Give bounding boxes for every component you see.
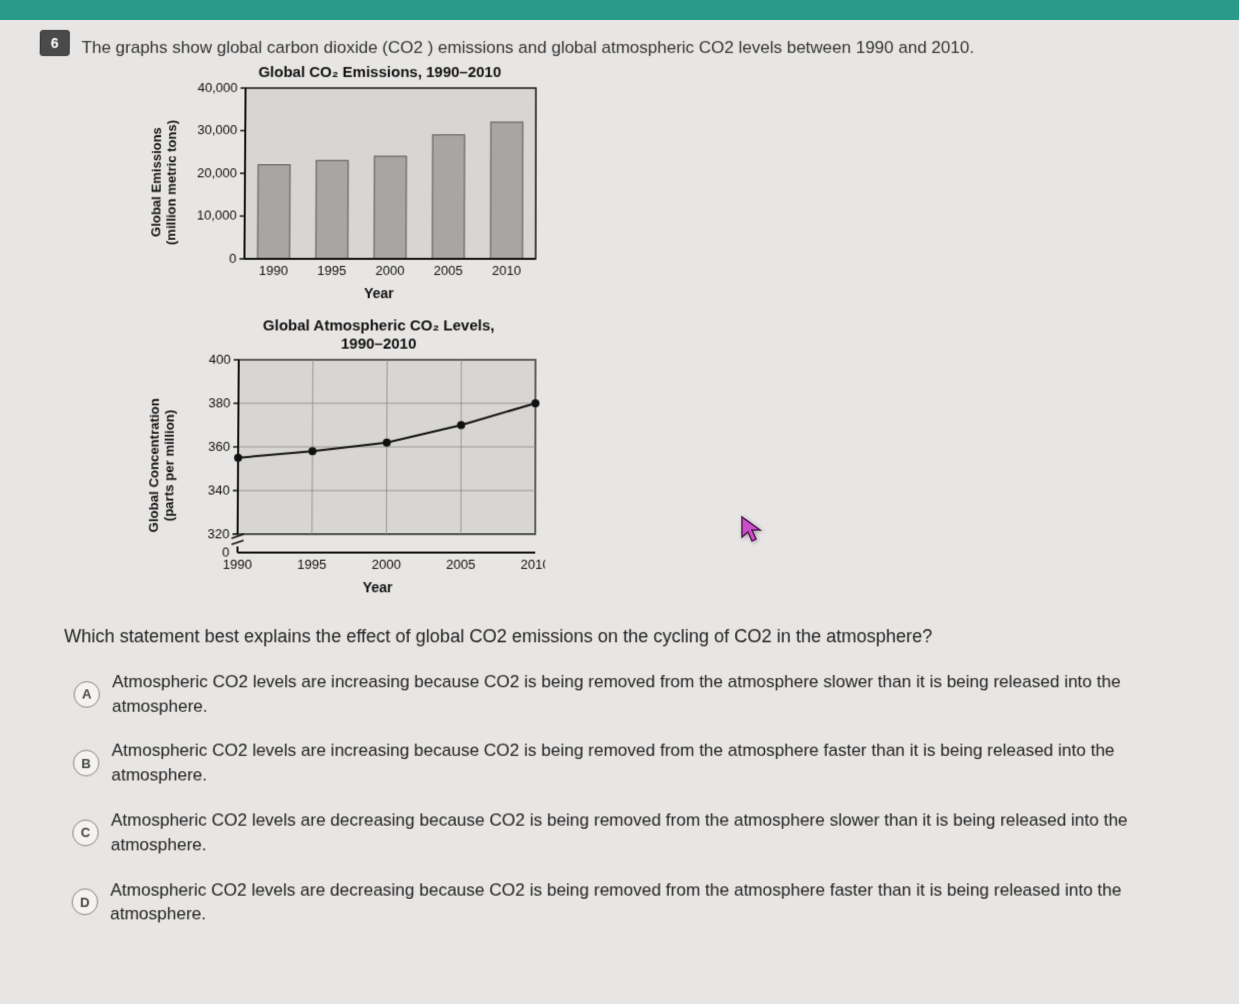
svg-text:1995: 1995 — [297, 556, 326, 571]
svg-text:30,000: 30,000 — [197, 122, 237, 137]
question-header: 6 The graphs show global carbon dioxide … — [40, 30, 1200, 60]
svg-text:360: 360 — [208, 439, 230, 454]
svg-text:2000: 2000 — [375, 263, 404, 278]
svg-text:0: 0 — [229, 251, 236, 266]
question-prompt: Which statement best explains the effect… — [64, 626, 1205, 647]
answer-options: A Atmospheric CO2 levels are increasing b… — [71, 670, 1208, 927]
svg-text:0: 0 — [222, 544, 229, 559]
bar-chart-title: Global CO₂ Emissions, 1990–2010 — [210, 64, 550, 82]
svg-text:400: 400 — [209, 354, 231, 367]
answer-option-d[interactable]: D Atmospheric CO2 levels are decreasing b… — [71, 878, 1208, 927]
line-chart-block: Global Atmospheric CO₂ Levels, 1990–2010… — [145, 317, 1205, 595]
svg-text:1990: 1990 — [259, 263, 288, 278]
line-chart-title: Global Atmospheric CO₂ Levels, 1990–2010 — [208, 317, 550, 353]
option-text: Atmospheric CO2 levels are increasing be… — [112, 670, 1206, 719]
bar-chart-block: Global CO₂ Emissions, 1990–2010 Global E… — [148, 64, 1202, 301]
option-letter: A — [74, 681, 101, 708]
svg-text:2005: 2005 — [446, 556, 475, 571]
svg-text:320: 320 — [208, 526, 230, 541]
option-text: Atmospheric CO2 levels are decreasing be… — [110, 878, 1208, 927]
line-chart-ylabel: Global Concentration (parts per million) — [146, 398, 177, 532]
charts-container: Global CO₂ Emissions, 1990–2010 Global E… — [145, 64, 1205, 595]
question-intro-text: The graphs show global carbon dioxide (C… — [81, 30, 974, 60]
svg-text:10,000: 10,000 — [197, 208, 237, 223]
answer-option-a[interactable]: A Atmospheric CO2 levels are increasing b… — [73, 670, 1206, 719]
option-letter: D — [72, 889, 99, 916]
svg-text:1995: 1995 — [317, 263, 346, 278]
svg-text:2000: 2000 — [372, 556, 401, 571]
svg-text:2005: 2005 — [434, 263, 463, 278]
question-number-badge: 6 — [40, 30, 70, 56]
app-topbar — [0, 0, 1239, 20]
bar-chart-svg: 0 10,000 20,000 30,000 40,000 1990 1995 2000 200… — [184, 82, 546, 283]
svg-text:2010: 2010 — [492, 263, 521, 278]
line-chart-svg: 320340360380400199019952000200520100 — [182, 354, 546, 577]
svg-text:40,000: 40,000 — [198, 82, 238, 95]
line-chart-xlabel: Year — [226, 579, 529, 595]
option-letter: C — [72, 819, 99, 846]
option-text: Atmospheric CO2 levels are increasing be… — [111, 739, 1206, 788]
svg-text:20,000: 20,000 — [197, 165, 237, 180]
svg-text:2010: 2010 — [521, 556, 546, 571]
bar-chart-ylabel: Global Emissions (million metric tons) — [148, 120, 179, 245]
svg-text:340: 340 — [208, 482, 230, 497]
question-page: 6 The graphs show global carbon dioxide … — [0, 20, 1239, 968]
bar-chart-xlabel: Year — [228, 285, 529, 301]
svg-text:380: 380 — [209, 395, 231, 410]
answer-option-b[interactable]: B Atmospheric CO2 levels are increasing b… — [73, 739, 1207, 788]
answer-option-c[interactable]: C Atmospheric CO2 levels are decreasing b… — [72, 808, 1207, 857]
option-letter: B — [73, 750, 100, 777]
option-text: Atmospheric CO2 levels are decreasing be… — [111, 808, 1208, 857]
